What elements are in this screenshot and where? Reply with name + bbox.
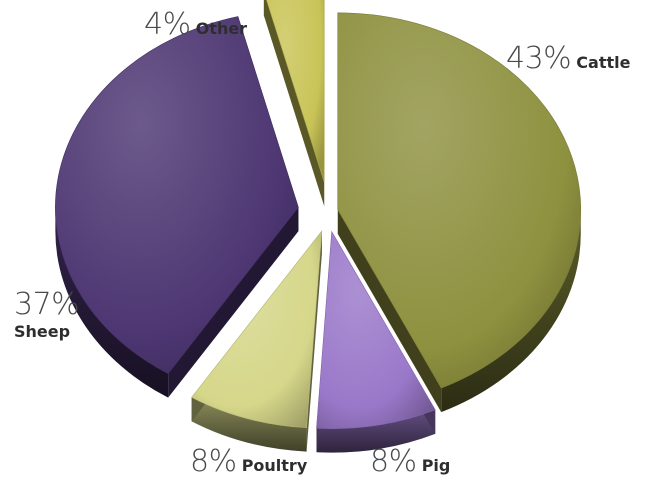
slice-cut-sheep-0 (168, 207, 299, 398)
label-pig: 8% Pig (370, 447, 450, 477)
slice-tops (55, 0, 582, 429)
slice-other (266, 0, 325, 183)
pct-poultry: 8% (190, 444, 237, 479)
slice-cut-poultry-0 (306, 231, 322, 452)
pct-pig: 8% (370, 444, 417, 479)
slice-side-pig (316, 409, 436, 453)
slice-sheep (55, 16, 299, 375)
slice-cut-other-0 (263, 0, 325, 207)
pct-cattle: 43% (506, 41, 572, 76)
name-sheep: Sheep (14, 322, 71, 341)
pct-other: 4% (144, 7, 191, 42)
name-poultry: Poultry (241, 456, 308, 475)
name-other: Other (195, 19, 248, 38)
label-poultry: 8% Poultry (190, 447, 307, 477)
slice-pig (316, 230, 436, 429)
slice-cut-cattle-1 (337, 209, 442, 413)
slice-poultry (191, 230, 323, 428)
label-other: 4% Other (144, 10, 247, 40)
slice-side-sheep (55, 207, 169, 398)
label-sheep: 37% Sheep (14, 287, 80, 341)
slice-cattle (337, 12, 582, 389)
label-cattle: 43% Cattle (506, 44, 630, 74)
name-pig: Pig (421, 456, 451, 475)
name-cattle: Cattle (576, 53, 631, 72)
slice-side-poultry (191, 397, 307, 452)
slice-side-cattle (441, 209, 581, 413)
pct-sheep: 37% (14, 287, 80, 322)
